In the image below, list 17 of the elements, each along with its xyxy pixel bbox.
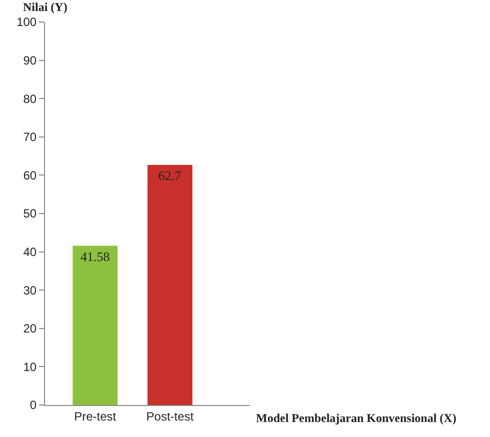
y-tick-label: 90 (23, 54, 37, 68)
y-tick-label: 80 (23, 92, 37, 106)
y-tick-label: 50 (23, 206, 37, 221)
y-tick-label: 0 (30, 398, 37, 412)
y-tick-label: 20 (23, 322, 37, 336)
y-tick-label: 70 (23, 130, 37, 144)
y-tick-label: 40 (23, 245, 37, 259)
y-axis-title: Nilai (Y) (23, 0, 68, 14)
y-tick-label: 30 (23, 283, 37, 298)
x-tick-label: Pre-test (74, 409, 117, 424)
x-axis-title: Model Pembelajaran Konvensional (X) (256, 411, 456, 425)
data-label: 41.58 (80, 248, 110, 264)
x-tick-label: Post-test (146, 409, 194, 424)
y-tick-label: 60 (23, 168, 37, 182)
y-tick-label: 100 (16, 15, 37, 30)
y-tick-label: 10 (23, 360, 37, 374)
data-label: 62.7 (158, 168, 182, 183)
